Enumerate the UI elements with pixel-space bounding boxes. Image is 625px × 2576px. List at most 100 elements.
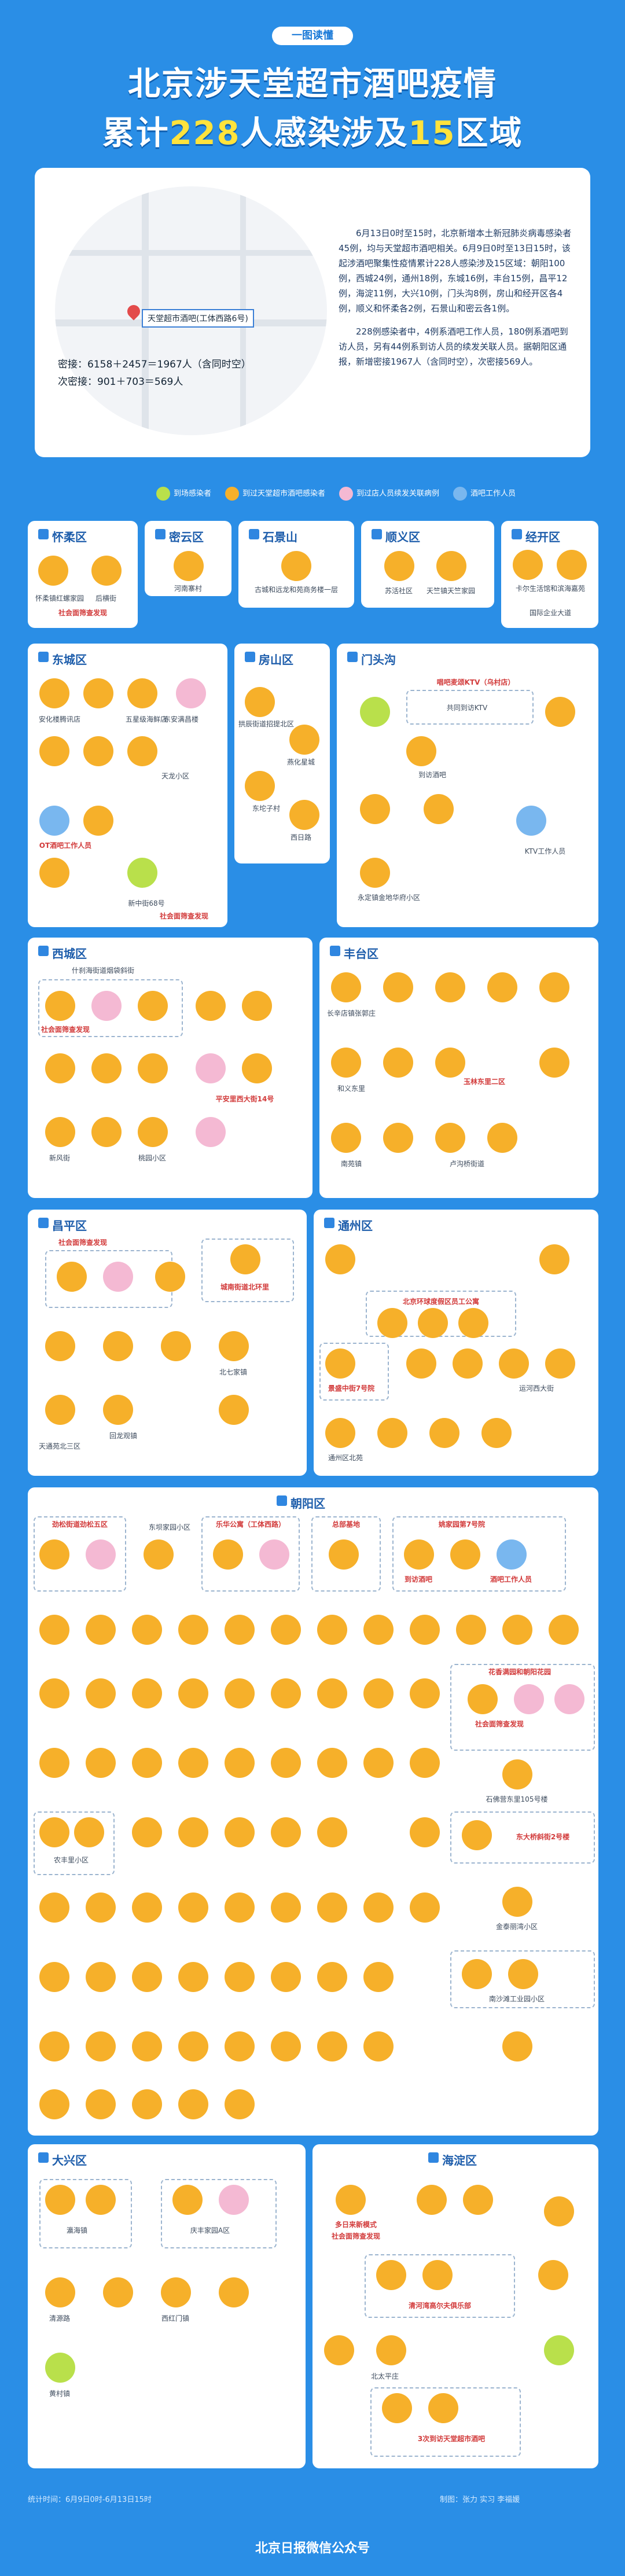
case-circle <box>86 1748 116 1778</box>
case-circle <box>271 2031 301 2061</box>
page-title-line1: 北京涉天堂超市酒吧疫情 <box>128 65 497 103</box>
case-circle <box>45 1117 75 1147</box>
case-circle <box>103 1262 133 1292</box>
case-circle <box>271 1615 301 1645</box>
case-circle <box>91 1117 122 1147</box>
case-circle <box>39 1748 69 1778</box>
case-circle <box>289 800 319 830</box>
case-circle <box>39 858 69 888</box>
case-circle <box>155 1262 185 1292</box>
case-circle <box>462 1959 492 1989</box>
case-circle <box>360 858 390 888</box>
case-circle <box>363 1962 394 1992</box>
case-circle <box>549 1615 579 1645</box>
district-panel-miyun: 密云区 河南寨村 <box>145 521 231 596</box>
case-circle <box>502 1887 532 1917</box>
district-panel-changping: 昌平区 社会面筛查发现 城南街道北环里 北七家镇 回龙观镇 天通苑北三区 <box>28 1210 307 1476</box>
case-circle <box>435 972 465 1002</box>
case-circle <box>410 1748 440 1778</box>
case-circle <box>429 1418 459 1448</box>
district-panel-daxing: 大兴区 瀛海镇 庆丰家园A区 清源路 西红门镇 黄村镇 <box>28 2144 306 2468</box>
legend: 到场感染者 到过天堂超市酒吧感染者 到过店人员续发关联病例 酒吧工作人员 <box>156 483 619 504</box>
case-circle <box>39 2089 69 2119</box>
case-circle <box>86 2031 116 2061</box>
district-panel-mentougou: 门头沟 唱吧麦颂KTV（乌村店） 共同到访KTV 到访酒吧 KTV工作人员 永定… <box>337 644 598 927</box>
case-circle <box>259 1539 289 1570</box>
case-circle <box>144 1539 174 1570</box>
case-circle <box>544 2196 574 2226</box>
district-panel-fangshan: 房山区 拱辰街道招提北区 燕化星城 东坨子村 西日路 <box>234 644 330 863</box>
case-circle <box>317 1748 347 1778</box>
district-panel-huairou: 怀柔区 怀柔镇红螺家园 后横街 社会面筛查发现 <box>28 521 138 628</box>
case-circle <box>516 806 546 836</box>
case-circle <box>317 2031 347 2061</box>
case-circle <box>336 2185 366 2215</box>
case-circle <box>271 1893 301 1923</box>
case-circle <box>406 736 436 766</box>
case-circle <box>45 991 75 1021</box>
intro-text: 6月13日0时至15时，北京新增本土新冠肺炎病毒感染者45例，均与天堂超市酒吧相… <box>339 228 572 367</box>
case-circle <box>554 1684 584 1714</box>
case-circle <box>424 794 454 824</box>
case-circle <box>225 2031 255 2061</box>
case-circle <box>178 1748 208 1778</box>
case-circle <box>225 1817 255 1847</box>
case-circle <box>178 2089 208 2119</box>
case-circle <box>178 1615 208 1645</box>
district-panel-haidian: 海淀区 多日来新模式 社会面筛查发现 清河湾高尔夫俱乐部 北太平庄 3次到访天堂… <box>312 2144 598 2468</box>
contact-stats: 密接：6158＋2457＝1967人（含同时空） 次密接：901＋703＝569… <box>58 359 251 388</box>
case-circle <box>376 2260 406 2290</box>
case-circle <box>225 2089 255 2119</box>
case-circle <box>363 2031 394 2061</box>
case-circle <box>436 551 466 581</box>
case-circle <box>86 1678 116 1708</box>
case-circle <box>45 1395 75 1425</box>
district-panel-tongzhou: 通州区 北京环球度假区员工公寓 景盛中街7号院 通州区北苑 运河西大街 <box>314 1210 598 1476</box>
case-circle <box>138 991 168 1021</box>
case-circle <box>360 697 390 727</box>
case-circle <box>544 2335 574 2365</box>
location-map: 天堂超市酒吧(工体西路6号) <box>55 186 327 435</box>
case-circle <box>360 794 390 824</box>
case-circle <box>363 1748 394 1778</box>
case-circle <box>487 972 517 1002</box>
district-panel-dongcheng: 东城区 安化楼腾讯店 五星级海鲜店 OT酒吧工作人员 天龙小区 东安满昌楼 新中… <box>28 644 227 927</box>
case-circle <box>468 1684 498 1714</box>
case-circle <box>514 1684 544 1714</box>
case-circle <box>363 1893 394 1923</box>
case-circle <box>196 991 226 1021</box>
case-circle <box>325 1348 355 1379</box>
district-panel-fengtai: 丰台区 长辛店镇张郭庄 和义东里 玉林东里二区 卢沟桥街道 南苑镇 <box>319 938 598 1198</box>
case-circle <box>383 1123 413 1153</box>
case-circle <box>376 2335 406 2365</box>
case-circle <box>45 2277 75 2307</box>
case-circle <box>281 551 311 581</box>
case-circle <box>538 2260 568 2290</box>
case-circle <box>245 771 275 801</box>
case-circle <box>178 2031 208 2061</box>
case-circle <box>196 1117 226 1147</box>
case-circle <box>242 1053 272 1083</box>
case-circle <box>196 1053 226 1083</box>
case-circle <box>91 991 122 1021</box>
case-circle <box>219 1395 249 1425</box>
case-circle <box>86 1893 116 1923</box>
case-circle <box>39 1817 69 1847</box>
case-circle <box>39 806 69 836</box>
case-circle <box>406 1348 436 1379</box>
case-circle <box>132 1678 162 1708</box>
case-circle <box>86 2089 116 2119</box>
case-circle <box>86 1962 116 1992</box>
case-circle <box>331 1048 361 1078</box>
case-circle <box>57 1262 87 1292</box>
case-circle <box>363 1615 394 1645</box>
case-circle <box>178 1678 208 1708</box>
case-circle <box>132 1962 162 1992</box>
case-circle <box>127 678 157 708</box>
source: 北京日报微信公众号 <box>255 2541 370 2556</box>
case-circle <box>86 1615 116 1645</box>
case-circle <box>45 1053 75 1083</box>
case-circle <box>325 1418 355 1448</box>
case-circle <box>462 1820 492 1850</box>
case-circle <box>499 1348 529 1379</box>
